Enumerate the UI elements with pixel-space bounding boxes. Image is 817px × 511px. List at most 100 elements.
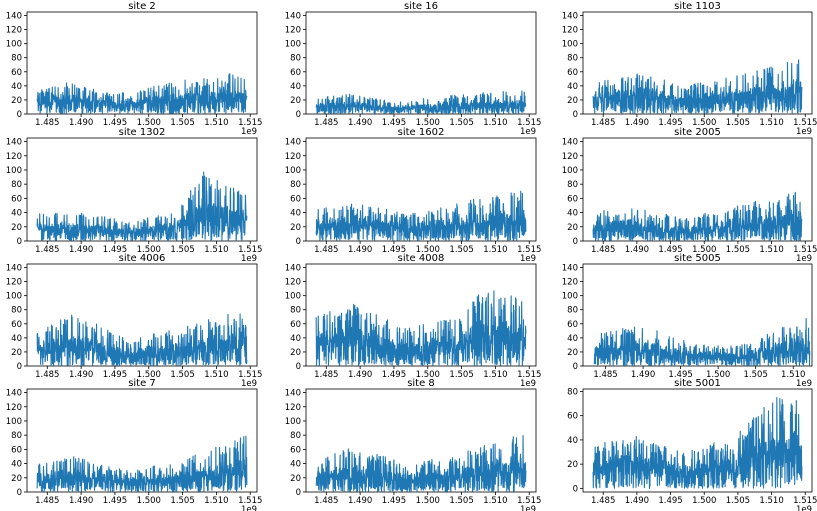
- x-tick-label: 1.510: [759, 496, 783, 506]
- axes-frame: [26, 11, 258, 115]
- series-line: [593, 317, 811, 366]
- x-tick-label: 1.490: [348, 370, 372, 380]
- x-tick-label: 1.515: [517, 370, 541, 380]
- y-tick-label: 100: [6, 166, 22, 176]
- y-tick-label: 120: [285, 26, 301, 36]
- series-line: [36, 313, 248, 366]
- x-tick-label: 1.490: [69, 245, 93, 255]
- x-tick-label: 1.495: [382, 245, 406, 255]
- subplot-9: site 5005 0 20 40 60 80 100 120 140 1.485 1.490 1.4…: [562, 253, 813, 389]
- x-tick-label: 1.500: [416, 245, 440, 255]
- axes-frame: [26, 388, 258, 493]
- y-tick-label: 0: [296, 362, 301, 372]
- y-tick-label: 60: [290, 194, 301, 204]
- x-offset-label: 1e9: [796, 505, 812, 511]
- y-tick-label: 60: [11, 68, 22, 78]
- axes-frame: [26, 137, 258, 242]
- y-tick-label: 40: [290, 460, 301, 470]
- y-tick-label: 80: [567, 54, 578, 64]
- y-tick-label: 20: [290, 96, 301, 106]
- y-tick-label: 0: [296, 110, 301, 120]
- y-tick-label: 40: [11, 460, 22, 470]
- x-tick-label: 1.485: [314, 118, 338, 128]
- x-tick-label: 1.510: [204, 245, 228, 255]
- y-tick-label: 100: [285, 417, 301, 427]
- x-tick-label: 1.515: [517, 496, 541, 506]
- subplot-title: site 16: [404, 1, 438, 12]
- y-tick-label: 100: [285, 40, 301, 50]
- x-tick-label: 1.485: [591, 496, 615, 506]
- subplot-title: site 2005: [674, 127, 721, 138]
- y-tick-label: 0: [17, 362, 22, 372]
- x-tick-label: 1.510: [781, 370, 805, 380]
- x-tick-label: 1.505: [449, 496, 473, 506]
- x-tick-label: 1.490: [631, 370, 655, 380]
- y-tick-label: 100: [6, 417, 22, 427]
- y-tick-label: 80: [290, 54, 301, 64]
- x-offset-label: 1e9: [796, 379, 812, 389]
- x-tick-label: 1.485: [314, 245, 338, 255]
- x-tick-label: 1.485: [35, 370, 59, 380]
- y-tick-label: 120: [6, 152, 22, 162]
- x-tick-label: 1.515: [517, 118, 541, 128]
- y-tick-label: 0: [573, 237, 578, 247]
- y-tick-label: 20: [567, 460, 578, 470]
- y-tick-label: 20: [11, 348, 22, 358]
- subplot-title: site 5005: [674, 253, 721, 264]
- x-tick-label: 1.495: [103, 496, 127, 506]
- subplot-title: site 1302: [119, 127, 166, 138]
- series-line: [315, 90, 527, 114]
- subplot-10: site 7 0 20 40 60 80 100 120 140 1.485 1.490 1.495 1…: [6, 378, 263, 511]
- x-tick-label: 1.500: [137, 245, 161, 255]
- x-tick-label: 1.505: [744, 370, 768, 380]
- y-tick-label: 100: [6, 292, 22, 302]
- y-tick-label: 0: [573, 110, 578, 120]
- y-tick-label: 120: [562, 278, 578, 288]
- y-tick-label: 80: [567, 306, 578, 316]
- x-tick-label: 1.485: [35, 496, 59, 506]
- y-tick-label: 100: [285, 166, 301, 176]
- subplot-title: site 1103: [674, 1, 721, 12]
- x-tick-label: 1.500: [692, 118, 716, 128]
- y-tick-label: 40: [567, 436, 578, 446]
- x-tick-label: 1.515: [238, 245, 262, 255]
- x-tick-label: 1.500: [706, 370, 730, 380]
- x-tick-label: 1.505: [170, 245, 194, 255]
- y-tick-label: 140: [285, 264, 301, 274]
- y-tick-label: 80: [290, 180, 301, 190]
- x-tick-label: 1.510: [759, 118, 783, 128]
- y-tick-label: 140: [562, 264, 578, 274]
- series-line: [36, 73, 248, 114]
- y-tick-label: 80: [11, 54, 22, 64]
- x-offset-label: 1e9: [241, 127, 257, 137]
- y-tick-label: 60: [11, 194, 22, 204]
- x-offset-label: 1e9: [520, 127, 536, 137]
- x-tick-label: 1.490: [348, 245, 372, 255]
- x-tick-label: 1.495: [103, 370, 127, 380]
- y-tick-label: 120: [562, 26, 578, 36]
- x-tick-label: 1.490: [625, 496, 649, 506]
- x-tick-label: 1.505: [449, 118, 473, 128]
- x-tick-label: 1.515: [238, 496, 262, 506]
- y-tick-label: 20: [290, 474, 301, 484]
- x-tick-label: 1.490: [625, 118, 649, 128]
- y-tick-label: 120: [285, 278, 301, 288]
- y-tick-label: 140: [6, 264, 22, 274]
- x-tick-label: 1.485: [591, 118, 615, 128]
- y-tick-label: 120: [562, 152, 578, 162]
- y-tick-label: 100: [6, 40, 22, 50]
- axes-frame: [582, 263, 813, 367]
- x-tick-label: 1.495: [103, 245, 127, 255]
- y-tick-label: 80: [11, 431, 22, 441]
- x-tick-label: 1.510: [483, 245, 507, 255]
- y-tick-label: 100: [562, 166, 578, 176]
- x-tick-label: 1.500: [137, 118, 161, 128]
- axes-frame: [305, 11, 537, 115]
- subplot-title: site 4006: [119, 253, 166, 264]
- x-tick-label: 1.495: [658, 245, 682, 255]
- series-line: [592, 59, 803, 114]
- x-tick-label: 1.485: [593, 370, 617, 380]
- y-tick-label: 20: [11, 474, 22, 484]
- series-line: [592, 191, 803, 241]
